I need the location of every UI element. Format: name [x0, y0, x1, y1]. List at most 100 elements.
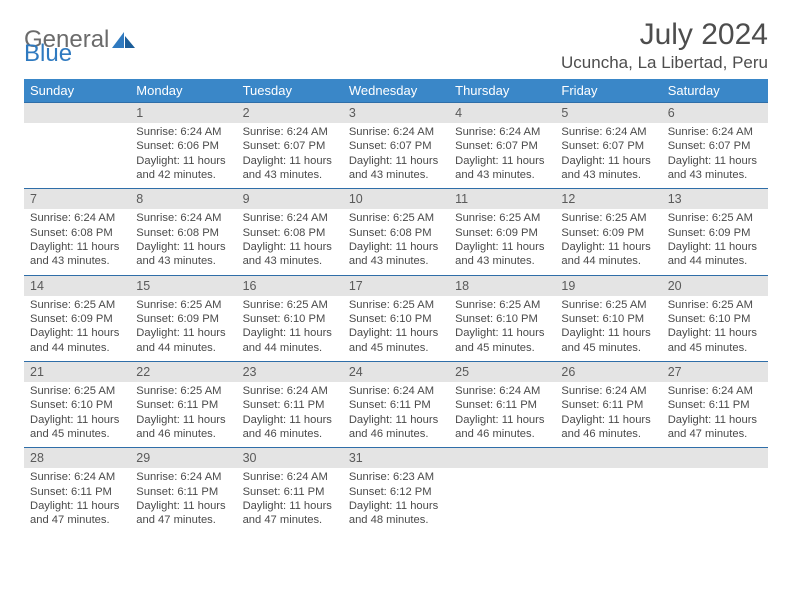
sunset-text: Sunset: 6:10 PM	[668, 312, 762, 326]
day-cell: Sunrise: 6:24 AMSunset: 6:07 PMDaylight:…	[449, 123, 555, 189]
daylight-text-2: and 47 minutes.	[136, 513, 230, 527]
day-number: 29	[136, 451, 150, 465]
day-number: 31	[349, 451, 363, 465]
day-number: 8	[136, 192, 143, 206]
sunrise-text: Sunrise: 6:24 AM	[243, 470, 337, 484]
sunrise-text: Sunrise: 6:25 AM	[455, 211, 549, 225]
sunrise-text: Sunrise: 6:25 AM	[243, 298, 337, 312]
day-number: 26	[561, 365, 575, 379]
daynum-cell: 13	[662, 189, 768, 210]
sunrise-text: Sunrise: 6:25 AM	[136, 298, 230, 312]
sunset-text: Sunset: 6:08 PM	[349, 226, 443, 240]
daynum-cell	[555, 448, 661, 469]
week-body-row: Sunrise: 6:25 AMSunset: 6:09 PMDaylight:…	[24, 296, 768, 362]
daylight-text-2: and 47 minutes.	[243, 513, 337, 527]
day-number: 5	[561, 106, 568, 120]
daylight-text-2: and 47 minutes.	[668, 427, 762, 441]
daylight-text-2: and 43 minutes.	[455, 254, 549, 268]
daylight-text-2: and 44 minutes.	[243, 341, 337, 355]
daylight-text-1: Daylight: 11 hours	[243, 499, 337, 513]
daylight-text-2: and 47 minutes.	[30, 513, 124, 527]
daylight-text-2: and 43 minutes.	[455, 168, 549, 182]
day-cell: Sunrise: 6:25 AMSunset: 6:09 PMDaylight:…	[130, 296, 236, 362]
daynum-cell: 25	[449, 361, 555, 382]
daylight-text-1: Daylight: 11 hours	[30, 499, 124, 513]
sunrise-text: Sunrise: 6:25 AM	[668, 211, 762, 225]
daylight-text-2: and 43 minutes.	[349, 254, 443, 268]
daynum-cell	[662, 448, 768, 469]
day-cell: Sunrise: 6:24 AMSunset: 6:11 PMDaylight:…	[237, 468, 343, 533]
sunset-text: Sunset: 6:10 PM	[243, 312, 337, 326]
daylight-text-1: Daylight: 11 hours	[136, 499, 230, 513]
day-number: 23	[243, 365, 257, 379]
daylight-text-2: and 43 minutes.	[349, 168, 443, 182]
daylight-text-2: and 43 minutes.	[30, 254, 124, 268]
day-cell	[662, 468, 768, 533]
sunrise-text: Sunrise: 6:24 AM	[30, 470, 124, 484]
sunrise-text: Sunrise: 6:24 AM	[455, 125, 549, 139]
weekday-header: Saturday	[662, 79, 768, 103]
day-number: 3	[349, 106, 356, 120]
day-cell: Sunrise: 6:24 AMSunset: 6:11 PMDaylight:…	[343, 382, 449, 448]
day-number: 18	[455, 279, 469, 293]
sunset-text: Sunset: 6:10 PM	[561, 312, 655, 326]
sunset-text: Sunset: 6:11 PM	[561, 398, 655, 412]
week-body-row: Sunrise: 6:24 AMSunset: 6:11 PMDaylight:…	[24, 468, 768, 533]
day-cell: Sunrise: 6:24 AMSunset: 6:08 PMDaylight:…	[237, 209, 343, 275]
daylight-text-1: Daylight: 11 hours	[561, 240, 655, 254]
day-number: 2	[243, 106, 250, 120]
daynum-cell: 31	[343, 448, 449, 469]
sunrise-text: Sunrise: 6:25 AM	[30, 298, 124, 312]
daynum-cell: 7	[24, 189, 130, 210]
sunset-text: Sunset: 6:09 PM	[455, 226, 549, 240]
day-cell	[449, 468, 555, 533]
day-cell: Sunrise: 6:24 AMSunset: 6:07 PMDaylight:…	[555, 123, 661, 189]
daylight-text-2: and 48 minutes.	[349, 513, 443, 527]
daynum-cell	[449, 448, 555, 469]
header: General July 2024 Ucuncha, La Libertad, …	[24, 18, 768, 73]
daynum-cell: 24	[343, 361, 449, 382]
day-cell: Sunrise: 6:24 AMSunset: 6:08 PMDaylight:…	[24, 209, 130, 275]
daylight-text-2: and 46 minutes.	[349, 427, 443, 441]
daylight-text-1: Daylight: 11 hours	[136, 326, 230, 340]
sunrise-text: Sunrise: 6:25 AM	[561, 298, 655, 312]
daylight-text-1: Daylight: 11 hours	[561, 326, 655, 340]
day-number: 15	[136, 279, 150, 293]
daylight-text-1: Daylight: 11 hours	[30, 413, 124, 427]
daynum-cell	[24, 103, 130, 124]
sunset-text: Sunset: 6:07 PM	[668, 139, 762, 153]
sunset-text: Sunset: 6:08 PM	[30, 226, 124, 240]
day-cell: Sunrise: 6:25 AMSunset: 6:10 PMDaylight:…	[24, 382, 130, 448]
sunset-text: Sunset: 6:07 PM	[349, 139, 443, 153]
day-cell: Sunrise: 6:25 AMSunset: 6:10 PMDaylight:…	[343, 296, 449, 362]
daylight-text-2: and 45 minutes.	[455, 341, 549, 355]
day-number: 1	[136, 106, 143, 120]
daynum-cell: 5	[555, 103, 661, 124]
daylight-text-2: and 46 minutes.	[561, 427, 655, 441]
day-number: 14	[30, 279, 44, 293]
day-number: 28	[30, 451, 44, 465]
daylight-text-1: Daylight: 11 hours	[455, 326, 549, 340]
sunrise-text: Sunrise: 6:25 AM	[349, 298, 443, 312]
daylight-text-2: and 42 minutes.	[136, 168, 230, 182]
calendar-page: General July 2024 Ucuncha, La Libertad, …	[0, 0, 792, 612]
daylight-text-1: Daylight: 11 hours	[668, 413, 762, 427]
daynum-cell: 15	[130, 275, 236, 296]
daylight-text-1: Daylight: 11 hours	[243, 326, 337, 340]
month-title: July 2024	[561, 18, 768, 51]
daynum-cell: 28	[24, 448, 130, 469]
day-cell: Sunrise: 6:24 AMSunset: 6:08 PMDaylight:…	[130, 209, 236, 275]
daylight-text-2: and 43 minutes.	[243, 254, 337, 268]
daynum-cell: 14	[24, 275, 130, 296]
sunset-text: Sunset: 6:12 PM	[349, 485, 443, 499]
day-cell: Sunrise: 6:25 AMSunset: 6:09 PMDaylight:…	[449, 209, 555, 275]
title-block: July 2024 Ucuncha, La Libertad, Peru	[561, 18, 768, 73]
daylight-text-2: and 45 minutes.	[30, 427, 124, 441]
daylight-text-1: Daylight: 11 hours	[455, 413, 549, 427]
daynum-row: 21222324252627	[24, 361, 768, 382]
day-number: 7	[30, 192, 37, 206]
daynum-cell: 17	[343, 275, 449, 296]
daynum-cell: 29	[130, 448, 236, 469]
sunrise-text: Sunrise: 6:24 AM	[243, 125, 337, 139]
weekday-header: Sunday	[24, 79, 130, 103]
